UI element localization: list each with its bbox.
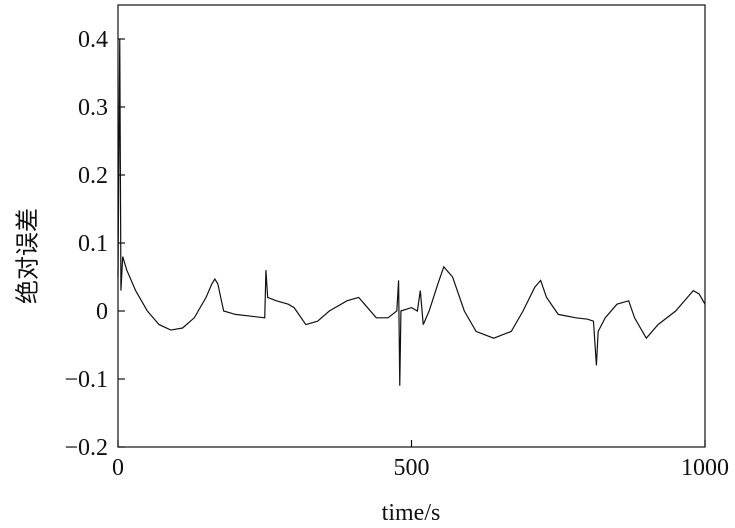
x-tick-label: 1000 <box>681 455 729 481</box>
y-tick-label: 0.1 <box>78 231 108 257</box>
y-tick-label: 0.4 <box>78 27 108 53</box>
y-tick-label: 0.3 <box>78 95 108 121</box>
x-tick-label: 500 <box>394 455 430 481</box>
x-axis-label: time/s <box>382 500 441 526</box>
y-tick-label: −0.1 <box>64 367 108 393</box>
data-line <box>117 38 706 386</box>
y-tick-label: −0.2 <box>64 435 108 461</box>
y-tick-label: 0 <box>96 299 108 325</box>
plot-frame <box>117 4 706 448</box>
y-tick-label: 0.2 <box>78 163 108 189</box>
y-axis-label: 绝对误差 <box>15 208 42 304</box>
x-tick-label: 0 <box>112 455 124 481</box>
